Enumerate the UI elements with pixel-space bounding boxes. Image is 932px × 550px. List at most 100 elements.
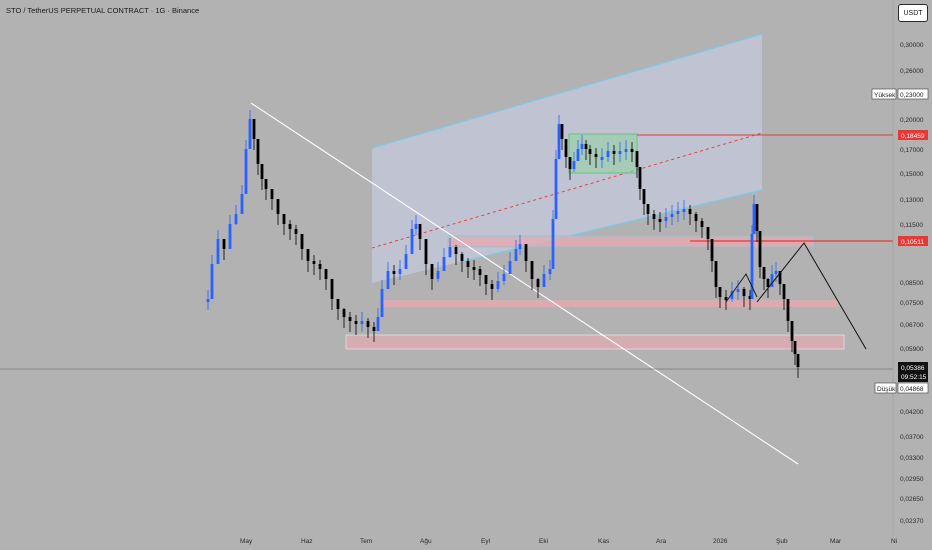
candle-body — [786, 299, 790, 321]
candle-body — [796, 354, 800, 367]
candle-body — [770, 274, 774, 287]
candle-body — [557, 124, 561, 159]
candle-body — [454, 247, 458, 254]
x-tick: May — [240, 538, 253, 545]
candle-body — [774, 271, 778, 274]
candle-body — [646, 204, 650, 214]
candle-body — [584, 144, 588, 149]
candle-body — [478, 269, 482, 275]
candle-body — [472, 267, 476, 270]
candle-body — [752, 204, 756, 234]
current-price-value: 0,05386 — [901, 365, 925, 372]
candle-body — [778, 271, 782, 284]
x-tick: Haz — [301, 538, 313, 545]
y-tick: 0,07500 — [900, 300, 924, 307]
low-label-text: Düşük — [877, 386, 896, 393]
candle-body — [430, 264, 434, 279]
y-tick: 0,30000 — [900, 42, 924, 49]
y-tick: 0,06700 — [900, 322, 924, 329]
candle-body — [551, 219, 555, 269]
candle-body — [688, 209, 692, 214]
channel-upper-line — [371, 33, 763, 149]
descending-trendline — [250, 102, 799, 465]
candle-body — [706, 227, 710, 239]
high-value-text: 0,23000 — [900, 92, 924, 99]
x-tick: Ağu — [420, 538, 432, 545]
candle-body — [222, 239, 226, 249]
candle-body — [270, 189, 274, 199]
candle-body — [216, 239, 220, 264]
candle-body — [718, 287, 722, 297]
resistance-label-1: 0,18459 — [898, 130, 928, 140]
candle-body — [210, 264, 214, 299]
currency-button[interactable]: USDT — [898, 4, 928, 22]
y-tick: 0,02950 — [900, 476, 924, 483]
candle-body — [404, 254, 408, 269]
candle-body — [228, 224, 232, 249]
candle-body — [294, 229, 298, 234]
candle-body — [288, 224, 292, 229]
support-zone-2 — [345, 334, 845, 350]
candle-body — [630, 149, 634, 152]
y-tick: 0,26000 — [900, 68, 924, 75]
projection-path — [756, 242, 867, 350]
candle-body — [606, 151, 610, 157]
high-price-label: Yüksek 0,23000 — [871, 88, 929, 100]
candle-body — [750, 234, 754, 299]
candle-body — [730, 291, 734, 299]
ascending-channel-fill — [372, 34, 762, 283]
candle-body — [588, 149, 592, 154]
y-tick: 0,03700 — [900, 434, 924, 441]
candle-body — [542, 274, 546, 287]
candle-body — [642, 189, 646, 204]
x-tick: Tem — [360, 538, 372, 545]
candle-body — [348, 317, 352, 321]
candle-body — [392, 271, 396, 274]
candle-body — [572, 161, 576, 169]
candle-body — [418, 224, 422, 239]
candle-body — [260, 164, 264, 179]
y-tick: 0,17000 — [900, 147, 924, 154]
candle-body — [635, 151, 639, 167]
candle-body — [682, 209, 686, 212]
pattern-path — [725, 273, 758, 303]
time-axis: May Haz Tem Ağu Eyl Eki Kas Ara 2026 Şub… — [240, 538, 897, 545]
x-tick: Eki — [539, 538, 548, 545]
y-tick: 0,04200 — [900, 409, 924, 416]
channel-mid-dashed — [371, 132, 763, 249]
candle-body — [376, 317, 380, 331]
candle-body — [710, 239, 714, 261]
candle-body — [366, 321, 370, 327]
countdown-text: 09:52:15 — [901, 374, 927, 381]
candle-body — [324, 269, 328, 279]
resistance-label-2: 0,10511 — [898, 236, 928, 246]
candle-body — [342, 309, 346, 317]
candle-body — [276, 199, 280, 214]
candle-body — [380, 289, 384, 317]
candle-body — [766, 279, 770, 287]
candle-body — [618, 151, 622, 154]
candle-body — [206, 299, 210, 302]
candle-body — [736, 289, 740, 292]
candle-body — [536, 279, 540, 287]
candle-body — [548, 269, 552, 274]
candle-body — [508, 261, 512, 274]
x-tick: Şub — [776, 538, 788, 545]
candlestick-series — [206, 110, 800, 378]
x-tick: Ni — [891, 538, 897, 545]
y-tick: 0,13000 — [900, 197, 924, 204]
candle-body — [282, 214, 286, 224]
candle-body — [560, 124, 564, 139]
candle-body — [398, 269, 402, 274]
candle-body — [490, 284, 494, 289]
candle-body — [612, 151, 616, 154]
candle-body — [386, 271, 390, 289]
candle-body — [652, 214, 656, 219]
candle-body — [442, 257, 446, 271]
candle-body — [518, 244, 522, 249]
resistance-value-1: 0,18459 — [901, 133, 925, 140]
candle-body — [252, 119, 256, 139]
candle-body — [714, 261, 718, 287]
candle-body — [782, 284, 786, 299]
